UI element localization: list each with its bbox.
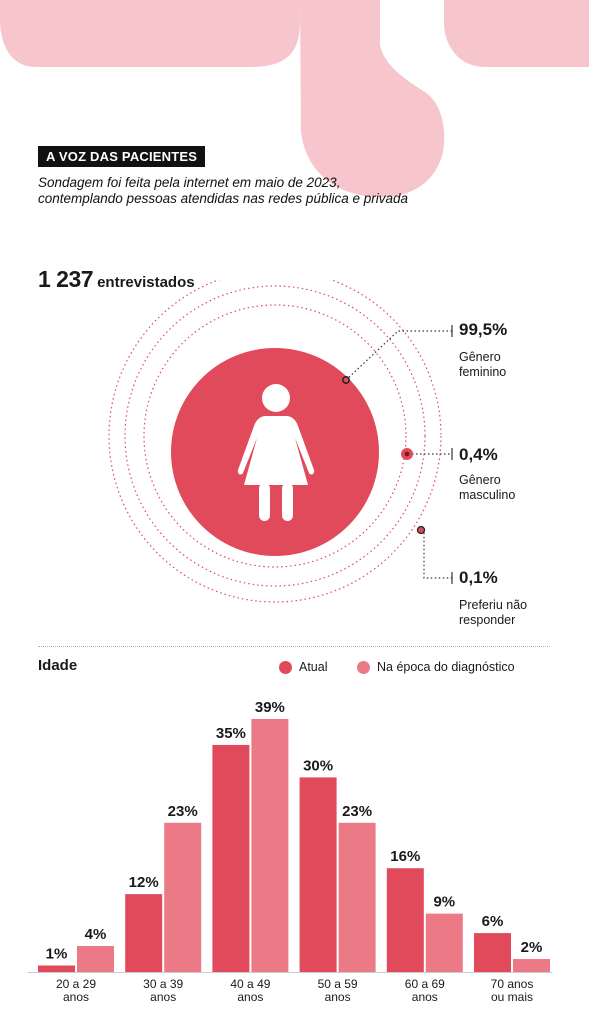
subtitle-line-1: Sondagem foi feita pela internet em maio… [38,175,341,190]
category-label-5-0: 70 anos [491,977,534,991]
section-tag: A VOZ DAS PACIENTES [38,146,206,167]
male-label-line-2: masculino [459,488,516,502]
category-label-1-1: anos [150,990,176,1004]
other-label-line-2: responder [459,613,516,627]
category-label-0-0: 20 a 29 [56,977,96,991]
bar-current-3 [299,777,337,972]
gender-diagram [108,280,453,603]
bar-diagnosis-5 [513,959,550,972]
subtitle-line-2: contemplando pessoas atendidas nas redes… [38,191,408,206]
leader-other [420,529,452,579]
female-pct: 99,5% [459,320,508,339]
section-divider [38,646,550,647]
category-label-1-0: 30 a 39 [143,977,183,991]
category-label-2-1: anos [237,990,263,1004]
bar-current-1 [125,894,163,972]
male-label: Gênero masculino [459,473,569,503]
other-label: Preferiu não responder [459,598,569,628]
category-label-0-1: anos [63,990,89,1004]
bar-current-5 [474,933,511,972]
bar-label-current-3: 30% [303,757,333,774]
bar-label-current-4: 16% [390,848,420,865]
bar-diagnosis-0 [77,946,114,972]
male-marker-center [404,451,410,457]
category-label-2-0: 40 a 49 [230,977,270,991]
legend-diagnosis-label: Na época do diagnóstico [377,660,515,674]
category-label-4-0: 60 a 69 [405,977,445,991]
bar-current-0 [38,965,75,972]
bar-label-diagnosis-2: 39% [255,699,285,716]
legend-diagnosis-swatch [357,660,370,674]
leader-lines [345,330,452,579]
orbit-ring-inner [143,304,407,568]
respondent-label: entrevistados [97,274,195,291]
category-label-5-1: ou mais [491,990,533,1004]
orbit-ring-middle [124,285,426,587]
respondent-number: 1 237 [38,266,94,292]
age-chart-title: Idade [38,657,78,674]
category-label-4-1: anos [412,990,438,1004]
orbit-ring-outer [108,280,442,603]
decorative-shapes [0,0,589,197]
bar-label-diagnosis-1: 23% [168,803,198,820]
other-pct: 0,1% [459,568,498,587]
bar-diagnosis-4 [425,913,463,972]
male-label-line-1: Gênero [459,473,501,487]
bar-label-diagnosis-5: 2% [521,939,543,956]
bar-diagnosis-3 [338,822,376,972]
bar-label-diagnosis-0: 4% [85,926,107,943]
legend-current-swatch [279,660,292,674]
bar-diagnosis-2 [251,719,289,972]
bar-diagnosis-1 [164,822,202,972]
bar-label-diagnosis-3: 23% [342,803,372,820]
legend-current-label: Atual [299,660,328,674]
female-marker [342,376,350,384]
legend-diagnosis: Na época do diagnóstico [357,660,515,674]
bar-label-current-1: 12% [129,874,159,891]
bar-current-4 [386,868,424,972]
category-label-3-1: anos [325,990,351,1004]
female-label-line-2: feminino [459,365,507,379]
bar-label-current-2: 35% [216,725,246,742]
orbit-rings [108,280,442,603]
pink-curve-shape [0,0,300,67]
female-label: Gênero feminino [459,350,569,380]
male-pct: 0,4% [459,445,498,464]
other-marker [416,525,426,535]
female-label-line-1: Gênero [459,350,501,364]
pink-blob-shape [300,0,445,197]
other-label-line-1: Preferiu não [459,598,528,612]
bar-current-2 [212,744,250,972]
pink-corner-shape [444,0,589,67]
bar-label-diagnosis-4: 9% [433,894,455,911]
legend-current: Atual [279,660,328,674]
category-label-3-0: 50 a 59 [318,977,358,991]
bar-label-current-0: 1% [46,946,68,963]
woman-icon [237,384,315,521]
respondent-count: 1 237 entrevistados [38,266,195,293]
bar-label-current-5: 6% [482,913,504,930]
subtitle: Sondagem foi feita pela internet em maio… [38,175,458,207]
